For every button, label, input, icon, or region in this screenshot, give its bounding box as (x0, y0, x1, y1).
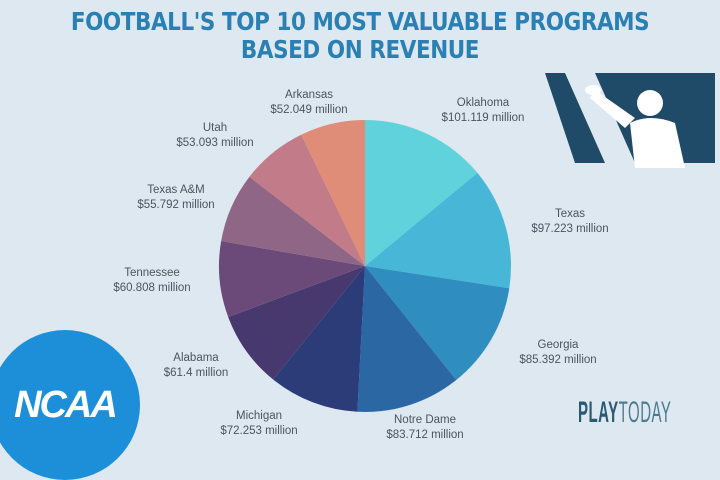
pie-slice-oklahoma (365, 120, 478, 266)
label-alabama: Alabama $61.4 million (163, 352, 229, 379)
pie-slice-texas (365, 172, 512, 289)
label-georgia: Georgia $85.392 million (519, 339, 597, 366)
label-michigan: Michigan $72.253 million (220, 410, 298, 437)
label-notre-dame: Notre Dame $83.712 million (386, 414, 464, 441)
pie-slice-alabama (228, 266, 365, 380)
pie-slice-tennessee (219, 241, 365, 317)
pie-chart (219, 120, 512, 413)
pie-slice-georgia (365, 266, 510, 380)
pie-slice-michigan (273, 266, 365, 412)
pie-slice-texas-a-m (221, 176, 365, 266)
pie-slice-utah (249, 134, 365, 266)
label-tennessee: Tennessee $60.808 million (113, 267, 191, 294)
ncaa-logo: NCAA (0, 330, 140, 480)
playtoday-logo-today: TODAY (618, 396, 672, 429)
football-player-icon (545, 73, 715, 168)
label-texas-am: Texas A&M $55.792 million (137, 184, 215, 211)
title-line-2: BASED ON REVENUE (240, 35, 480, 64)
label-arkansas: Arkansas $52.049 million (270, 89, 348, 116)
label-texas: Texas $97.223 million (531, 208, 609, 235)
pie-slice-notre-dame (357, 266, 457, 413)
ncaa-logo-text: NCAA (14, 383, 118, 426)
playtoday-logo-play: PLAY (578, 396, 619, 429)
chart-title: FOOTBALL'S TOP 10 MOST VALUABLE PROGRAMS… (50, 8, 669, 64)
title-line-1: FOOTBALL'S TOP 10 MOST VALUABLE PROGRAMS (70, 7, 650, 36)
label-utah: Utah $53.093 million (176, 122, 254, 149)
label-oklahoma: Oklahoma $101.119 million (441, 97, 525, 124)
playtoday-logo: PLAYTODAY (578, 396, 671, 430)
pie-slice-arkansas (301, 120, 365, 266)
